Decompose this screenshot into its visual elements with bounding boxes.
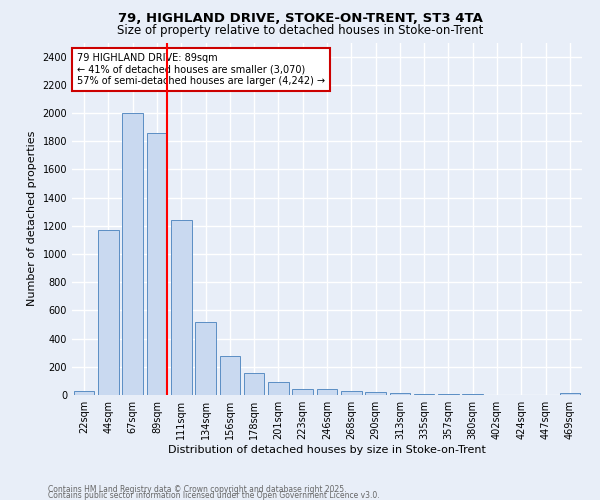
Bar bbox=[98, 230, 119, 395]
Text: 79, HIGHLAND DRIVE, STOKE-ON-TRENT, ST3 4TA: 79, HIGHLAND DRIVE, STOKE-ON-TRENT, ST3 … bbox=[118, 12, 482, 26]
Bar bbox=[171, 220, 191, 395]
Bar bbox=[463, 394, 483, 395]
Bar bbox=[195, 322, 216, 395]
Bar bbox=[146, 132, 167, 395]
Text: Size of property relative to detached houses in Stoke-on-Trent: Size of property relative to detached ho… bbox=[117, 24, 483, 37]
Bar bbox=[317, 388, 337, 395]
Bar bbox=[560, 393, 580, 395]
X-axis label: Distribution of detached houses by size in Stoke-on-Trent: Distribution of detached houses by size … bbox=[168, 445, 486, 455]
Bar bbox=[268, 382, 289, 395]
Y-axis label: Number of detached properties: Number of detached properties bbox=[27, 131, 37, 306]
Bar bbox=[220, 356, 240, 395]
Bar bbox=[438, 394, 459, 395]
Bar bbox=[341, 392, 362, 395]
Bar bbox=[122, 113, 143, 395]
Bar bbox=[244, 373, 265, 395]
Bar bbox=[365, 392, 386, 395]
Text: Contains public sector information licensed under the Open Government Licence v3: Contains public sector information licen… bbox=[48, 491, 380, 500]
Bar bbox=[414, 394, 434, 395]
Text: 79 HIGHLAND DRIVE: 89sqm
← 41% of detached houses are smaller (3,070)
57% of sem: 79 HIGHLAND DRIVE: 89sqm ← 41% of detach… bbox=[77, 53, 325, 86]
Bar bbox=[292, 388, 313, 395]
Text: Contains HM Land Registry data © Crown copyright and database right 2025.: Contains HM Land Registry data © Crown c… bbox=[48, 485, 347, 494]
Bar bbox=[74, 391, 94, 395]
Bar bbox=[389, 394, 410, 395]
